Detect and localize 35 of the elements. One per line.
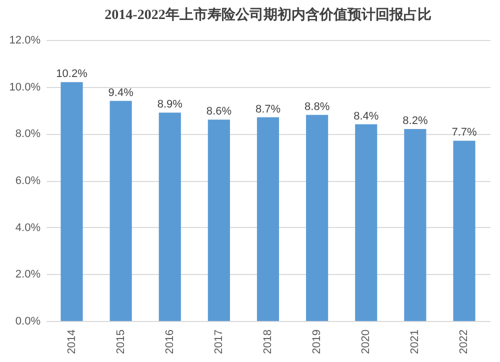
bar [110,100,132,321]
y-tick-label: 8.0% [15,128,41,140]
x-tick-label: 2022 [458,330,470,354]
bar [208,120,230,321]
data-label: 8.2% [402,114,428,127]
data-label: 8.4% [354,110,379,122]
data-label: 9.4% [108,86,134,99]
y-tick-label: 12.0% [9,34,41,46]
x-tick-label: 2014 [66,330,78,354]
x-tick-label: 2021 [409,330,422,354]
bar [355,124,378,321]
data-label: 8.9% [157,98,183,111]
bar [256,117,280,321]
y-tick-label: 4.0% [15,222,41,234]
x-tick-label: 2015 [114,330,127,354]
data-label: 8.8% [304,100,330,113]
bar [404,128,426,321]
x-tick-label: 2019 [311,330,324,354]
y-tick-label: 6.0% [15,175,41,187]
y-tick-label: 2.0% [15,268,41,281]
x-tick-label: 2017 [212,330,225,354]
data-label: 8.6% [206,106,232,118]
x-tick-label: 2018 [262,330,274,354]
data-label: 10.2% [56,68,88,80]
chart-title: 2014-2022年上市寿险公司期初内含价值预计回报占比 [104,6,432,23]
bar [60,82,83,321]
bar [158,112,181,321]
bar [453,140,476,321]
y-tick-label: 0.0% [15,316,41,328]
data-label: 8.7% [255,103,281,116]
y-tick-label: 10.0% [9,81,41,94]
x-tick-label: 2016 [164,330,176,354]
bar [306,114,328,321]
x-tick-label: 2020 [360,330,372,354]
data-label: 7.7% [452,126,477,139]
